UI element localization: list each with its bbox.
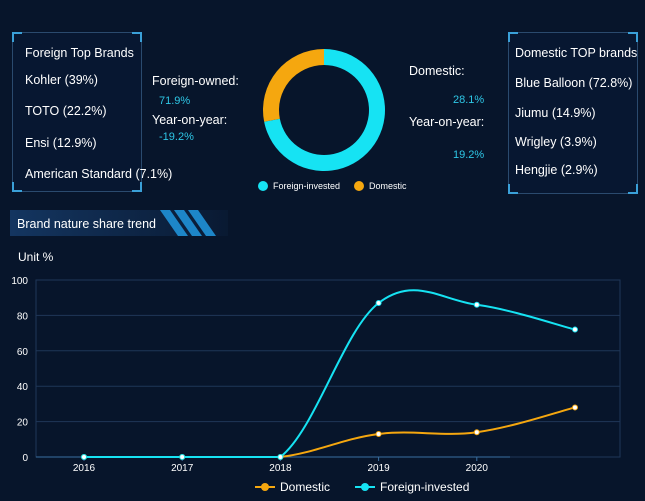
legend-label-domestic: Domestic [280,480,330,494]
foreign-brand-item: Ensi (12.9%) [25,136,97,150]
data-point-foreign-invested [81,454,87,460]
x-tick-label: 2017 [171,463,194,474]
x-tick-label: 2016 [73,463,96,474]
data-point-foreign-invested [277,454,284,460]
domestic-value: 28.1% [453,94,485,106]
y-tick-label: 100 [11,276,28,287]
y-tick-label: 40 [17,382,29,393]
foreign-brand-item: TOTO (22.2%) [25,104,107,118]
section-header-stripes [160,210,216,236]
domestic-brand-item: Jiumu (14.9%) [515,106,596,120]
x-tick-label: 2019 [367,463,390,474]
data-point-domestic [473,429,480,436]
x-tick-label: 2020 [466,463,489,474]
foreign-brand-item: American Standard (7.1%) [25,167,173,181]
foreign-owned-label: Foreign-owned: [152,74,239,88]
legend-dot-foreign [258,181,268,191]
data-point-foreign-invested [375,300,382,307]
domestic-brand-item: Wrigley (3.9%) [515,135,597,149]
foreign-brand-item: Kohler (39%) [25,73,98,87]
unit-label: Unit % [18,250,54,264]
foreign-yoy-value: -19.2% [159,131,194,143]
y-tick-label: 20 [17,418,29,429]
legend-label-foreign-invested: Foreign-invested [380,480,469,494]
foreign-top-brands-panel [12,32,142,192]
data-point-domestic [572,404,578,411]
foreign-yoy-label: Year-on-year: [152,113,228,127]
legend-label-foreign: Foreign-invested [273,181,340,191]
foreign-panel-title: Foreign Top Brands [25,46,134,60]
legend-marker-domestic [261,483,269,491]
domestic-brand-item: Blue Balloon (72.8%) [515,76,633,90]
x-tick-label: 2018 [269,463,292,474]
legend-label-domestic: Domestic [369,181,407,191]
domestic-brand-item: Hengjie (2.9%) [515,163,598,177]
donut-legend: Foreign-invested Domestic [258,181,407,191]
data-point-domestic [375,430,382,437]
legend-dot-domestic [354,181,364,191]
domestic-yoy-label: Year-on-year: [409,115,485,129]
y-tick-label: 60 [17,347,29,358]
donut-slice-domestic [263,49,324,122]
data-point-foreign-invested [572,326,578,333]
data-point-foreign-invested [473,301,480,308]
series-line-domestic [84,406,576,459]
domestic-top-brands-panel [508,32,638,194]
domestic-yoy-value: 19.2% [453,149,485,161]
y-tick-label: 0 [22,453,28,464]
share-donut-chart [263,49,385,171]
foreign-owned-value: 71.9% [159,95,191,107]
legend-marker-foreign-invested [361,483,369,491]
domestic-label: Domestic: [409,64,465,78]
domestic-panel-title: Domestic TOP brands [515,46,638,60]
y-tick-label: 80 [17,311,29,322]
chart-plot-area [35,279,621,458]
section-title: Brand nature share trend [17,217,156,231]
brand-share-line-chart: 0 20 40 60 80 100 2016 2017 2018 2019 2020 Domest… [11,276,621,494]
data-point-foreign-invested [179,454,186,460]
